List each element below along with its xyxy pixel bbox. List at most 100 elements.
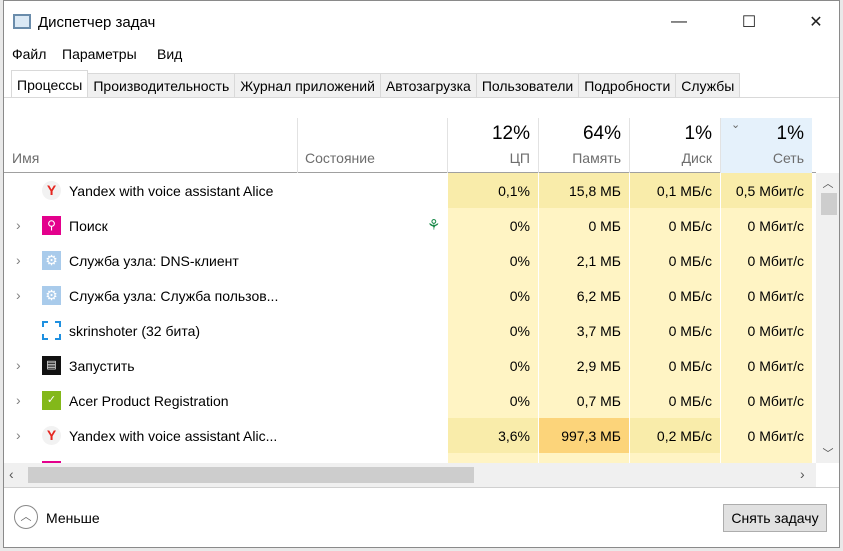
end-task-button[interactable]: Снять задачу [723, 504, 827, 532]
process-row[interactable]: › ▤ Запустить 0% 2,9 МБ 0 МБ/с 0 Мбит/с [4, 348, 816, 383]
disk-cell: 0,2 МБ/с [629, 418, 720, 453]
mem-cell: 2,9 МБ [538, 348, 629, 383]
column-memory[interactable]: 64% Память [538, 118, 629, 173]
process-row[interactable]: › ⚙ Служба узла: Служба пользов... 0% 6,2 МБ… [4, 278, 816, 313]
expand-chevron-icon[interactable]: › [16, 252, 21, 268]
process-name: Yandex with voice assistant Alic... [69, 428, 278, 444]
close-button[interactable]: ✕ [809, 14, 823, 31]
column-cpu[interactable]: 12% ЦП [447, 118, 538, 173]
process-name: Поиск [69, 218, 108, 234]
net-cell: 0 Мбит/с [720, 243, 812, 278]
expand-chevron-icon[interactable]: › [16, 357, 21, 373]
horizontal-scrollbar[interactable]: ‹ › [4, 463, 816, 487]
maximize-button[interactable]: ☐ [741, 14, 757, 31]
disk-label: Диск [681, 150, 712, 166]
cpu-cell: 0% [447, 208, 538, 243]
yandex-icon: Y [42, 181, 61, 200]
process-row[interactable]: ›⚲Поиск⚘0%0 МБ0 МБ/с0 Мбит/с [4, 453, 816, 463]
cpu-cell: 0% [447, 453, 538, 463]
run-icon: ▤ [42, 356, 61, 375]
search-icon: ⚲ [42, 216, 61, 235]
efficiency-leaf-icon: ⚘ [427, 461, 440, 463]
search-icon: ⚲ [42, 461, 61, 463]
disk-total: 1% [684, 123, 712, 144]
mem-cell: 15,8 МБ [538, 173, 629, 208]
process-name: Служба узла: Служба пользов... [69, 288, 279, 304]
disk-cell: 0 МБ/с [629, 313, 720, 348]
memory-label: Память [572, 150, 621, 166]
screenshot-icon [42, 321, 61, 340]
column-name-label: Имя [12, 150, 40, 166]
net-cell: 0 Мбит/с [720, 383, 812, 418]
process-row[interactable]: › Y Yandex with voice assistant Alic... 3,6… [4, 418, 816, 453]
net-cell: 0,5 Мбит/с [720, 173, 812, 208]
disk-cell: 0 МБ/с [629, 243, 720, 278]
gear-icon: ⚙ [42, 286, 61, 305]
tab-performance[interactable]: Производительность [88, 73, 236, 98]
window-title: Диспетчер задач [38, 14, 156, 31]
sort-chevron-icon: ⌄ [731, 119, 741, 131]
memory-total: 64% [582, 123, 621, 144]
task-manager-window: Диспетчер задач — ☐ ✕ Файл Параметры Вид… [3, 0, 840, 548]
cpu-cell: 0% [447, 383, 538, 418]
net-cell: 0 Мбит/с [720, 348, 812, 383]
column-status[interactable]: Состояние [297, 118, 447, 173]
scroll-left-icon[interactable]: ‹ [9, 466, 14, 482]
collapse-chevron-icon[interactable]: ︿ [14, 505, 38, 529]
process-name: skrinshoter (32 бита) [69, 323, 201, 339]
net-cell: 0 Мбит/с [720, 313, 812, 348]
cpu-cell: 3,6% [447, 418, 538, 453]
cpu-cell: 0% [447, 243, 538, 278]
column-network[interactable]: ⌄ 1% Сеть [720, 118, 812, 173]
mem-cell: 3,7 МБ [538, 313, 629, 348]
net-cell: 0 Мбит/с [720, 278, 812, 313]
tab-processes[interactable]: Процессы [11, 70, 89, 97]
tab-app-history[interactable]: Журнал приложений [235, 73, 381, 98]
tab-services[interactable]: Службы [676, 73, 741, 98]
process-row[interactable]: skrinshoter (32 бита) 0% 3,7 МБ 0 МБ/с 0 Мби… [4, 313, 816, 348]
net-cell: 0 Мбит/с [720, 453, 812, 463]
tab-startup[interactable]: Автозагрузка [380, 73, 477, 98]
tab-users[interactable]: Пользователи [476, 73, 580, 98]
mem-cell: 997,3 МБ [538, 418, 629, 453]
process-row[interactable]: › ✓ Acer Product Registration 0% 0,7 МБ 0 МБ/… [4, 383, 816, 418]
network-total: 1% [776, 123, 804, 144]
process-row[interactable]: Y Yandex with voice assistant Alice 0,1% 15… [4, 173, 816, 208]
column-status-label: Состояние [305, 150, 375, 166]
net-cell: 0 Мбит/с [720, 208, 812, 243]
acer-registration-icon: ✓ [42, 391, 61, 410]
menu-view[interactable]: Вид [157, 46, 183, 62]
expand-chevron-icon[interactable]: › [16, 427, 21, 443]
process-name: Служба узла: DNS-клиент [69, 253, 239, 269]
cpu-cell: 0% [447, 313, 538, 348]
column-disk[interactable]: 1% Диск [629, 118, 720, 173]
expand-chevron-icon[interactable]: › [16, 217, 21, 233]
cpu-total: 12% [491, 123, 530, 144]
expand-chevron-icon[interactable]: › [16, 392, 21, 408]
fewer-details-link[interactable]: Меньше [46, 510, 100, 526]
net-cell: 0 Мбит/с [720, 418, 812, 453]
task-manager-icon [13, 14, 31, 29]
column-header: Имя Состояние 12% ЦП 64% Память 1% Диск … [4, 116, 816, 173]
disk-cell: 0,1 МБ/с [629, 173, 720, 208]
scroll-up-icon[interactable]: ︿ [822, 178, 834, 190]
column-name[interactable]: Имя [4, 118, 297, 173]
vertical-scroll-thumb[interactable] [821, 193, 837, 215]
mem-cell: 2,1 МБ [538, 243, 629, 278]
title-bar: Диспетчер задач — ☐ ✕ [4, 1, 839, 43]
expand-chevron-icon[interactable]: › [16, 287, 21, 303]
yandex-icon: Y [42, 426, 61, 445]
menu-options[interactable]: Параметры [62, 46, 137, 62]
menu-file[interactable]: Файл [12, 46, 47, 62]
process-list: Y Yandex with voice assistant Alice 0,1% 15… [4, 173, 816, 463]
process-row[interactable]: › ⚙ Служба узла: DNS-клиент 0% 2,1 МБ 0 МБ/с 0… [4, 243, 816, 278]
tab-bar: Процессы Производительность Журнал прило… [11, 70, 741, 98]
tab-details[interactable]: Подробности [579, 73, 677, 98]
scroll-down-icon[interactable]: ﹀ [822, 448, 834, 460]
horizontal-scroll-thumb[interactable] [28, 467, 474, 483]
expand-chevron-icon[interactable]: › [16, 462, 21, 463]
scroll-right-icon[interactable]: › [800, 466, 805, 482]
vertical-scrollbar[interactable]: ︿ ﹀ [816, 173, 839, 463]
minimize-button[interactable]: — [671, 13, 687, 30]
